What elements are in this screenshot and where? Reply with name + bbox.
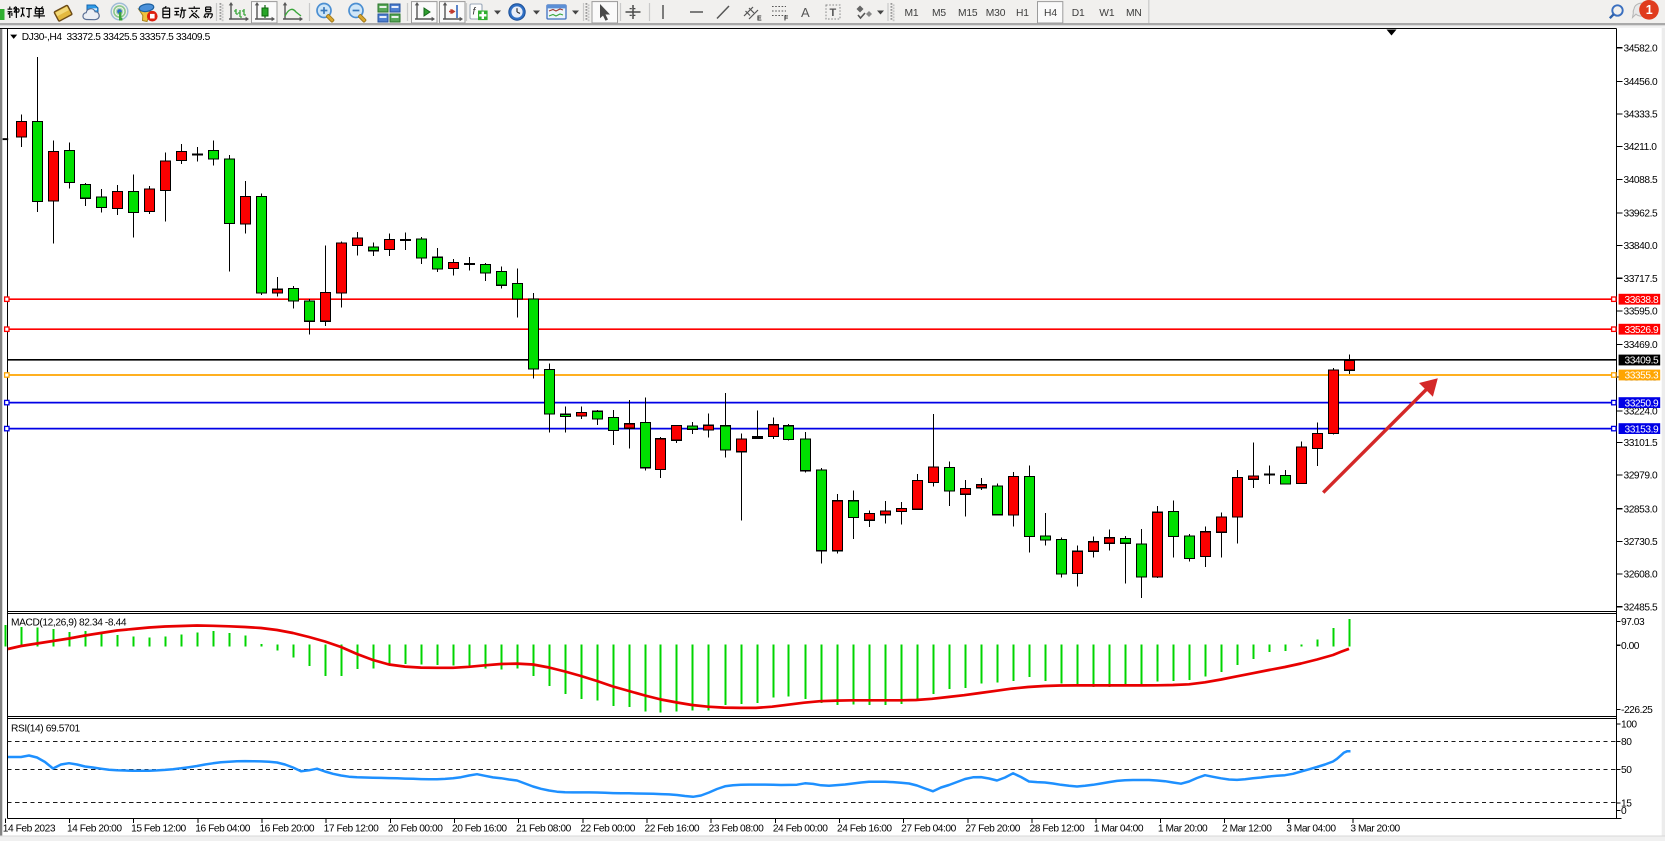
svg-text:100: 100 (1621, 719, 1637, 730)
svg-text:33101.5: 33101.5 (1624, 438, 1658, 449)
svg-text:34211.0: 34211.0 (1624, 142, 1658, 153)
svg-text:24 Feb 00:00: 24 Feb 00:00 (773, 824, 828, 835)
svg-text:33962.5: 33962.5 (1624, 209, 1658, 220)
svg-text:1: 1 (1646, 3, 1653, 17)
svg-text:M15: M15 (958, 8, 978, 19)
svg-text:33224.0: 33224.0 (1624, 407, 1658, 418)
svg-text:MACD(12,26,9) 82.34 -8.44: MACD(12,26,9) 82.34 -8.44 (11, 618, 127, 629)
svg-text:16 Feb 20:00: 16 Feb 20:00 (259, 824, 314, 835)
svg-text:14 Feb 20:00: 14 Feb 20:00 (67, 824, 122, 835)
svg-text:33355.3: 33355.3 (1625, 371, 1659, 382)
svg-text:20 Feb 00:00: 20 Feb 00:00 (388, 824, 443, 835)
svg-text:28 Feb 12:00: 28 Feb 12:00 (1030, 824, 1085, 835)
svg-text:32730.5: 32730.5 (1624, 537, 1658, 548)
svg-text:14 Feb 2023: 14 Feb 2023 (3, 824, 56, 835)
svg-text:33840.0: 33840.0 (1624, 241, 1658, 252)
svg-text:22 Feb 16:00: 22 Feb 16:00 (645, 824, 700, 835)
svg-text:50: 50 (1621, 765, 1632, 776)
svg-text:27 Feb 20:00: 27 Feb 20:00 (965, 824, 1020, 835)
svg-text:M1: M1 (905, 8, 919, 19)
svg-text:H1: H1 (1016, 8, 1029, 19)
svg-text:32979.0: 32979.0 (1624, 471, 1658, 482)
svg-text:M5: M5 (932, 8, 946, 19)
svg-text:33469.0: 33469.0 (1624, 340, 1658, 351)
svg-text:f: f (473, 7, 477, 18)
svg-text:H4: H4 (1044, 8, 1057, 19)
svg-text:33638.8: 33638.8 (1625, 295, 1659, 306)
svg-text:24 Feb 16:00: 24 Feb 16:00 (837, 824, 892, 835)
svg-text:0.00: 0.00 (1621, 641, 1640, 652)
svg-text:-226.25: -226.25 (1621, 705, 1653, 716)
svg-text:F: F (784, 16, 789, 23)
svg-text:DJ30-,H4 33372.5 33425.5 3335: DJ30-,H4 33372.5 33425.5 33357.5 33409.5 (22, 32, 211, 43)
svg-text:17 Feb 12:00: 17 Feb 12:00 (324, 824, 379, 835)
svg-text:15: 15 (1621, 799, 1632, 810)
svg-text:32608.0: 32608.0 (1624, 570, 1658, 581)
svg-text:80: 80 (1621, 737, 1632, 748)
svg-text:23 Feb 08:00: 23 Feb 08:00 (709, 824, 764, 835)
svg-text:D1: D1 (1072, 8, 1085, 19)
svg-text:1 Mar 04:00: 1 Mar 04:00 (1094, 824, 1144, 835)
svg-text:1 Mar 20:00: 1 Mar 20:00 (1158, 824, 1208, 835)
svg-text:21 Feb 08:00: 21 Feb 08:00 (516, 824, 571, 835)
svg-text:33409.5: 33409.5 (1625, 356, 1659, 367)
svg-text:3 Mar 04:00: 3 Mar 04:00 (1286, 824, 1336, 835)
svg-text:34582.0: 34582.0 (1624, 43, 1658, 54)
svg-text:33153.9: 33153.9 (1625, 424, 1659, 435)
svg-text:97.03: 97.03 (1621, 617, 1645, 628)
svg-text:33250.9: 33250.9 (1625, 398, 1659, 409)
svg-text:E: E (757, 16, 762, 23)
svg-text:34088.5: 34088.5 (1624, 175, 1658, 186)
svg-text:M30: M30 (986, 8, 1006, 19)
svg-text:15 Feb 12:00: 15 Feb 12:00 (131, 824, 186, 835)
svg-text:33595.0: 33595.0 (1624, 307, 1658, 318)
svg-text:RSI(14) 69.5701: RSI(14) 69.5701 (11, 724, 80, 735)
svg-text:3 Mar 20:00: 3 Mar 20:00 (1350, 824, 1400, 835)
svg-text:27 Feb 04:00: 27 Feb 04:00 (901, 824, 956, 835)
svg-text:32853.0: 32853.0 (1624, 504, 1658, 515)
svg-text:W1: W1 (1099, 8, 1115, 19)
svg-text:T: T (830, 7, 837, 19)
svg-text:34456.0: 34456.0 (1624, 77, 1658, 88)
svg-text:A: A (801, 5, 810, 20)
svg-text:33717.5: 33717.5 (1624, 274, 1658, 285)
svg-text:20 Feb 16:00: 20 Feb 16:00 (452, 824, 507, 835)
svg-text:0: 0 (1621, 806, 1627, 817)
svg-text:2 Mar 12:00: 2 Mar 12:00 (1222, 824, 1272, 835)
svg-text:34333.5: 34333.5 (1624, 110, 1658, 121)
svg-text:22 Feb 00:00: 22 Feb 00:00 (580, 824, 635, 835)
svg-text:MN: MN (1126, 8, 1142, 19)
svg-text:16 Feb 04:00: 16 Feb 04:00 (195, 824, 250, 835)
svg-text:32485.5: 32485.5 (1624, 602, 1658, 613)
svg-text:33526.9: 33526.9 (1625, 325, 1659, 336)
